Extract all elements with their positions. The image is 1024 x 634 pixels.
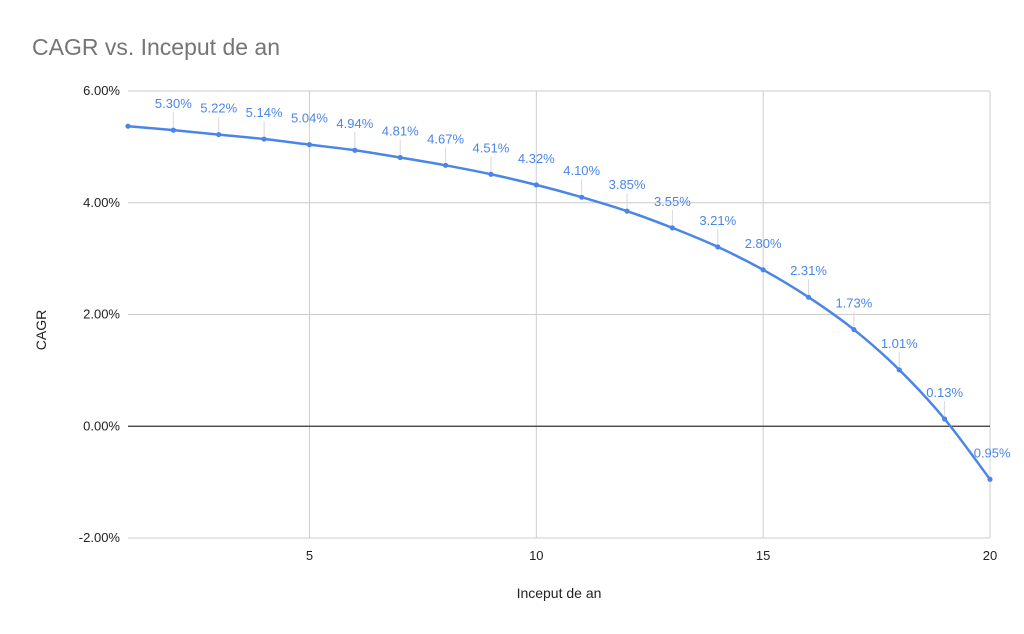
data-label: 2.80% — [745, 236, 782, 251]
data-label: 0.13% — [926, 385, 963, 400]
data-point — [579, 194, 585, 200]
x-tick-label: 15 — [756, 548, 770, 563]
y-axis-label: CAGR — [33, 310, 49, 350]
data-point — [261, 136, 267, 142]
data-label: 2.31% — [790, 263, 827, 278]
x-tick-label: 10 — [529, 548, 543, 563]
data-points — [125, 123, 993, 482]
y-tick-label: 0.00% — [83, 418, 120, 433]
data-label: 3.85% — [609, 177, 646, 192]
y-tick-label: -2.00% — [79, 530, 121, 545]
data-point — [125, 123, 131, 129]
data-point — [987, 476, 993, 482]
data-label: 4.32% — [518, 151, 555, 166]
data-point — [760, 267, 766, 273]
data-label: 1.73% — [835, 296, 872, 311]
gridlines — [128, 90, 991, 539]
y-axis-ticks: -2.00% 0.00% 2.00% 4.00% 6.00% — [79, 83, 121, 545]
data-point — [896, 367, 902, 373]
x-tick-label: 5 — [306, 548, 313, 563]
chart-title: CAGR vs. Inceput de an — [32, 34, 281, 60]
data-point — [805, 294, 812, 300]
y-tick-label: 4.00% — [83, 195, 120, 210]
data-point — [669, 225, 676, 231]
data-point — [352, 147, 358, 153]
data-point — [715, 244, 721, 250]
data-label: 1.01% — [881, 336, 918, 351]
data-label: 3.55% — [654, 194, 691, 209]
data-label: 4.81% — [382, 123, 419, 138]
data-point — [397, 154, 403, 161]
y-tick-label: 6.00% — [83, 83, 120, 98]
data-point — [488, 171, 494, 177]
x-tick-label: 20 — [983, 548, 997, 563]
data-point — [170, 127, 176, 133]
data-label: 4.10% — [563, 163, 600, 178]
data-point — [216, 131, 222, 138]
data-label: 5.30% — [155, 96, 192, 111]
data-point — [533, 182, 539, 188]
y-tick-label: 2.00% — [83, 307, 120, 322]
data-label: -0.95% — [969, 445, 1011, 460]
data-point — [942, 416, 948, 422]
data-point — [851, 326, 857, 333]
x-axis-ticks: 5 10 15 20 — [306, 548, 997, 563]
label-leaders — [172, 112, 991, 477]
data-label: 5.14% — [246, 105, 283, 120]
data-label: 4.67% — [427, 131, 464, 146]
data-labels: 5.30% 5.22% 5.14% 5.04% 4.94% 4.81% 4.67% 4.51%… — [155, 96, 1011, 460]
data-label: 5.22% — [200, 101, 237, 116]
data-label: 4.51% — [473, 140, 510, 155]
data-point — [442, 162, 449, 168]
data-label: 5.04% — [291, 111, 328, 126]
data-point — [306, 142, 313, 148]
data-point — [624, 208, 630, 214]
data-label: 4.94% — [336, 116, 373, 131]
data-label: 3.21% — [699, 213, 736, 228]
x-axis-label: Inceput de an — [517, 585, 602, 601]
